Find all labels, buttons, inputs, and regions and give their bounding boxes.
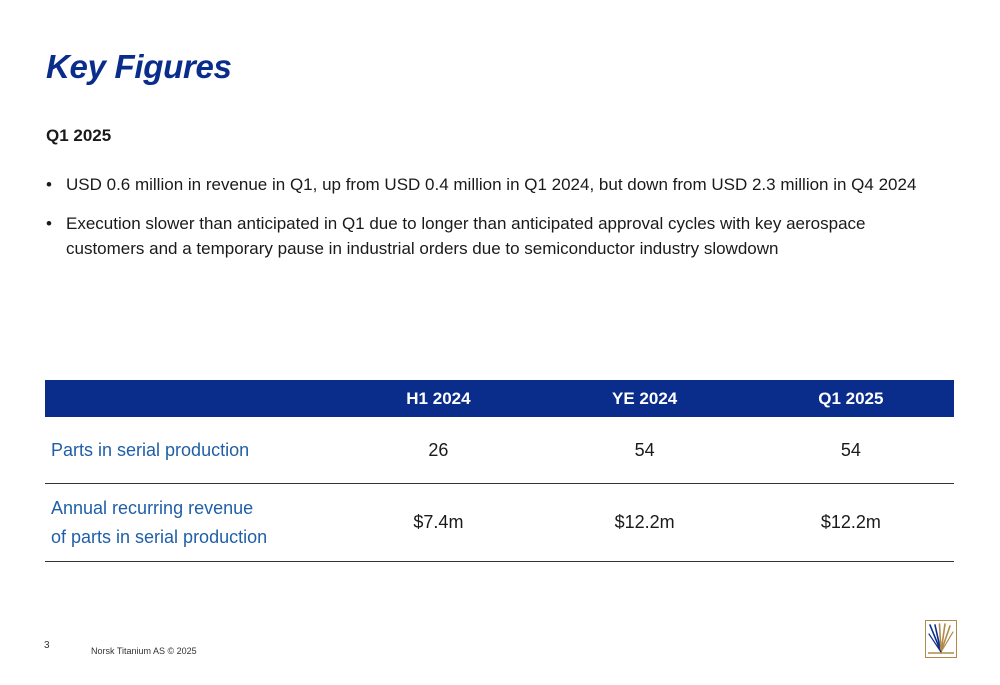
table-cell: $7.4m (335, 483, 542, 562)
table-cell: 54 (541, 417, 748, 484)
table-header-empty (45, 380, 336, 417)
table-header-ye-2024: YE 2024 (541, 380, 748, 417)
table-cell: 54 (747, 417, 954, 484)
bullet-text: USD 0.6 million in revenue in Q1, up fro… (66, 175, 917, 194)
bullet-item: • Execution slower than anticipated in Q… (46, 211, 946, 261)
slide-title: Key Figures (46, 48, 232, 85)
row-label-parts: Parts in serial production (45, 417, 336, 484)
table-cell: 26 (335, 417, 542, 484)
table-row: Annual recurring revenue of parts in ser… (45, 483, 954, 562)
table-header-q1-2025: Q1 2025 (747, 380, 954, 417)
row-label-line: of parts in serial production (51, 526, 268, 547)
table-cell: $12.2m (541, 483, 748, 562)
table-header-row: H1 2024 YE 2024 Q1 2025 (45, 380, 954, 417)
table-cell: $12.2m (747, 483, 954, 562)
section-heading: Q1 2025 (46, 126, 112, 145)
row-label-line: Parts in serial production (51, 439, 250, 460)
page-number: 3 (44, 640, 50, 651)
key-figures-table: H1 2024 YE 2024 Q1 2025 Parts in serial … (45, 380, 954, 562)
bullet-marker: • (46, 175, 52, 194)
bullet-text: Execution slower than anticipated in Q1 … (66, 214, 866, 258)
norsk-titanium-logo-icon (925, 620, 957, 658)
bullet-item: • USD 0.6 million in revenue in Q1, up f… (46, 172, 946, 197)
table-header-h1-2024: H1 2024 (335, 380, 542, 417)
bullet-list: • USD 0.6 million in revenue in Q1, up f… (46, 172, 946, 275)
footer-copyright: Norsk Titanium AS © 2025 (91, 646, 197, 656)
row-label-line: Annual recurring revenue (51, 497, 254, 518)
bullet-marker: • (46, 214, 52, 233)
row-label-arr: Annual recurring revenue of parts in ser… (45, 483, 336, 562)
table-row: Parts in serial production 26 54 54 (45, 417, 954, 484)
